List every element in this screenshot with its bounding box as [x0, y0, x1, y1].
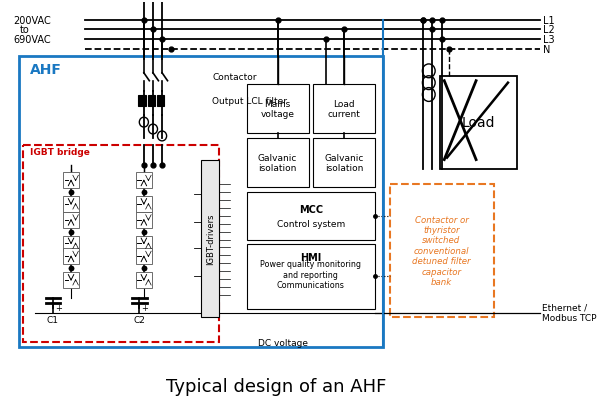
Text: L1: L1: [544, 16, 555, 25]
Bar: [63, 272, 79, 288]
Text: Load: Load: [461, 116, 494, 130]
Text: 200VAC: 200VAC: [14, 16, 52, 25]
Text: Load
current: Load current: [328, 99, 361, 119]
Bar: [63, 249, 79, 265]
Text: Power quality monitoring
and reporting
Communications: Power quality monitoring and reporting C…: [260, 259, 361, 289]
Bar: [148, 96, 155, 107]
Text: Galvanic
isolation: Galvanic isolation: [258, 153, 298, 173]
Text: IGBT-drivers: IGBT-drivers: [206, 213, 215, 265]
Bar: [247, 245, 375, 309]
Bar: [389, 185, 494, 318]
Bar: [63, 212, 79, 228]
Text: MCC: MCC: [299, 204, 323, 214]
Bar: [136, 173, 152, 189]
Text: AHF: AHF: [30, 63, 62, 76]
Bar: [63, 197, 79, 212]
Bar: [136, 197, 152, 212]
Text: to: to: [20, 25, 30, 35]
Bar: [157, 96, 164, 107]
Text: HMI: HMI: [300, 253, 322, 263]
Bar: [23, 146, 218, 342]
Bar: [63, 236, 79, 252]
Text: Typical design of an AHF: Typical design of an AHF: [166, 378, 386, 396]
Text: +: +: [55, 303, 62, 312]
Text: Ethernet /
Modbus TCP: Ethernet / Modbus TCP: [542, 303, 596, 322]
Text: Contactor: Contactor: [212, 73, 257, 82]
Bar: [30, 160, 208, 313]
Text: +: +: [141, 303, 148, 312]
Text: L2: L2: [544, 25, 555, 35]
Text: Control system: Control system: [277, 220, 345, 229]
Bar: [63, 173, 79, 189]
Text: Galvanic
isolation: Galvanic isolation: [325, 153, 364, 173]
Bar: [313, 84, 375, 134]
Text: C1: C1: [47, 315, 59, 324]
Text: C2: C2: [133, 315, 145, 324]
Text: Output LCL filter: Output LCL filter: [212, 97, 287, 106]
Text: L3: L3: [544, 35, 555, 45]
Bar: [136, 212, 152, 228]
Bar: [247, 139, 308, 188]
Text: IGBT bridge: IGBT bridge: [30, 148, 90, 157]
Bar: [19, 57, 383, 347]
Bar: [136, 272, 152, 288]
Text: N: N: [544, 45, 551, 55]
Bar: [313, 139, 375, 188]
Bar: [440, 76, 517, 170]
Bar: [247, 193, 375, 240]
Text: Contactor or
thyristor
switched
conventional
detuned filter
capacitor
bank: Contactor or thyristor switched conventi…: [412, 215, 471, 286]
Bar: [247, 84, 308, 134]
Bar: [139, 96, 146, 107]
Bar: [136, 249, 152, 265]
Text: DC voltage: DC voltage: [257, 338, 308, 347]
Text: Mains
voltage: Mains voltage: [260, 99, 295, 119]
Bar: [201, 160, 220, 318]
Bar: [136, 236, 152, 252]
Text: 690VAC: 690VAC: [14, 35, 52, 45]
